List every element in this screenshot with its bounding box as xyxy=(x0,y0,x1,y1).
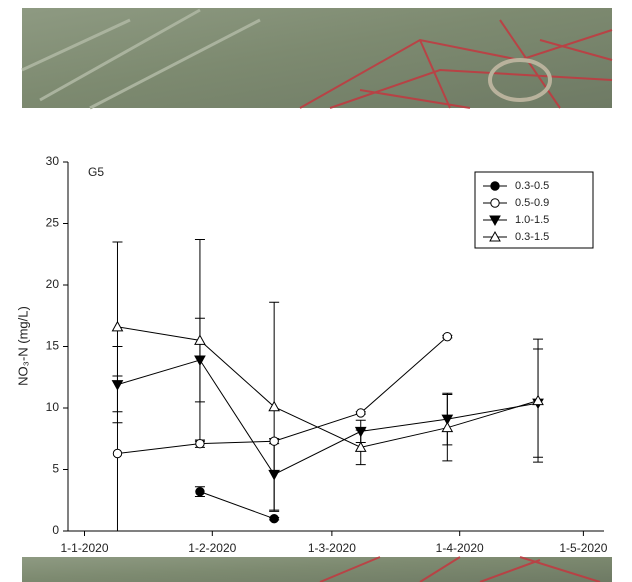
y-tick-label: 5 xyxy=(52,462,59,476)
legend-label: 0.3-1.5 xyxy=(515,231,549,243)
legend-marker xyxy=(489,230,501,242)
data-point xyxy=(194,355,206,367)
data-point xyxy=(441,421,454,433)
x-tick-label: 1-3-2020 xyxy=(308,541,356,555)
y-tick-label: 30 xyxy=(46,154,60,168)
data-point xyxy=(354,441,367,452)
data-point xyxy=(111,320,124,332)
legend-label: 1.0-1.5 xyxy=(515,214,549,226)
x-tick-label: 1-2-2020 xyxy=(188,541,236,555)
legend-marker xyxy=(490,181,500,191)
data-point xyxy=(441,414,454,426)
legend-marker xyxy=(490,198,500,208)
x-tick-label: 1-4-2020 xyxy=(436,541,484,555)
y-tick-label: 0 xyxy=(52,523,59,537)
panel-annotation: G5 xyxy=(88,165,104,179)
data-point xyxy=(354,426,367,438)
y-tick-label: 15 xyxy=(46,339,60,353)
legend-marker xyxy=(489,215,501,227)
y-tick-label: 10 xyxy=(46,400,60,414)
data-point xyxy=(268,400,281,412)
data-point xyxy=(111,380,124,391)
data-point xyxy=(356,408,366,418)
data-point xyxy=(195,438,205,449)
x-tick-label: 1-5-2020 xyxy=(559,541,607,555)
data-point xyxy=(268,469,281,481)
aerial-photo-top xyxy=(21,8,613,110)
series-line xyxy=(199,491,275,520)
data-point xyxy=(532,394,544,406)
data-point xyxy=(195,486,205,497)
y-axis-label: NO₃-N (mg/L) xyxy=(15,306,30,386)
legend-label: 0.3-0.5 xyxy=(515,180,549,192)
legend-label: 0.5-0.9 xyxy=(515,197,549,209)
data-point xyxy=(194,334,206,345)
data-point xyxy=(112,448,123,459)
x-tick-label: 1-1-2020 xyxy=(60,541,108,555)
data-point xyxy=(442,331,453,342)
aerial-photo-bottom xyxy=(22,556,612,582)
series-line xyxy=(117,326,539,448)
y-tick-label: 20 xyxy=(46,277,60,291)
series-line xyxy=(117,336,448,455)
data-point xyxy=(269,514,279,524)
series-line xyxy=(117,359,539,476)
y-tick-label: 25 xyxy=(46,216,60,230)
data-point xyxy=(269,436,279,446)
